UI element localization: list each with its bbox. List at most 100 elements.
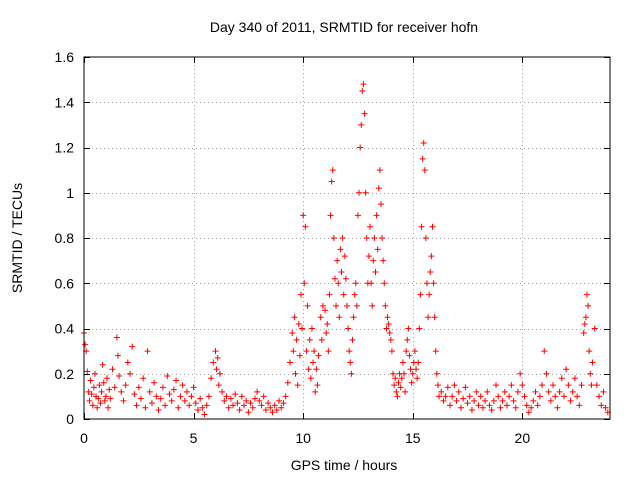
- data-point: [407, 366, 414, 373]
- data-point: [133, 402, 140, 409]
- data-point: [317, 314, 324, 321]
- data-point: [541, 348, 548, 355]
- data-point: [290, 348, 297, 355]
- data-point: [102, 393, 109, 400]
- data-point: [87, 377, 94, 384]
- data-point: [326, 291, 333, 298]
- data-point: [192, 400, 199, 407]
- data-point: [357, 144, 364, 151]
- data-point: [488, 406, 495, 413]
- data-point: [444, 384, 451, 391]
- data-point: [336, 314, 343, 321]
- data-point: [362, 189, 369, 196]
- data-point: [560, 393, 567, 400]
- data-point: [421, 167, 428, 174]
- data-point: [213, 366, 220, 373]
- data-point: [333, 302, 340, 309]
- data-point: [107, 395, 114, 402]
- data-point: [215, 382, 222, 389]
- data-point: [99, 361, 106, 368]
- data-point: [582, 314, 589, 321]
- data-point: [300, 212, 307, 219]
- data-point: [280, 400, 287, 407]
- data-point: [369, 302, 376, 309]
- data-point: [420, 139, 427, 146]
- data-point: [419, 155, 426, 162]
- data-point: [175, 404, 182, 411]
- chart-title: Day 340 of 2011, SRMTID for receiver hof…: [210, 19, 478, 35]
- data-point: [205, 393, 212, 400]
- data-point: [291, 314, 298, 321]
- data-point: [386, 330, 393, 337]
- x-tick-label: 0: [80, 430, 88, 446]
- data-point: [397, 384, 404, 391]
- data-point: [349, 336, 356, 343]
- plot-frame: [83, 56, 611, 420]
- data-point: [440, 397, 447, 404]
- data-point: [122, 382, 129, 389]
- data-point: [503, 402, 510, 409]
- y-axis-label: SRMTID / TECUs: [9, 183, 25, 293]
- data-point: [552, 393, 559, 400]
- data-point: [86, 397, 93, 404]
- y-tick-label: 0: [66, 411, 74, 427]
- data-point: [563, 366, 570, 373]
- data-point: [118, 388, 125, 395]
- data-point: [247, 400, 254, 407]
- data-point: [219, 388, 226, 395]
- data-point: [305, 366, 312, 373]
- data-point: [442, 393, 449, 400]
- data-point: [558, 375, 565, 382]
- data-point: [227, 395, 234, 402]
- data-point: [525, 409, 532, 416]
- data-point: [436, 393, 443, 400]
- data-point: [271, 402, 278, 409]
- data-point: [451, 382, 458, 389]
- data-point: [297, 291, 304, 298]
- data-point: [473, 388, 480, 395]
- data-point: [344, 302, 350, 309]
- data-point: [382, 302, 389, 309]
- data-point: [373, 212, 380, 219]
- data-point: [376, 167, 383, 174]
- data-point: [319, 302, 326, 309]
- data-point: [403, 348, 410, 355]
- x-axis-label: GPS time / hours: [291, 457, 398, 473]
- data-point: [299, 325, 306, 332]
- data-point: [146, 388, 153, 395]
- data-point: [256, 397, 263, 404]
- data-point: [519, 382, 526, 389]
- data-point: [276, 397, 283, 404]
- data-point: [140, 375, 147, 382]
- data-point: [225, 404, 232, 411]
- data-point: [273, 406, 280, 413]
- data-point: [84, 368, 91, 375]
- data-point: [186, 402, 193, 409]
- data-point: [313, 366, 320, 373]
- data-point: [311, 348, 318, 355]
- data-point: [347, 359, 354, 366]
- data-point: [328, 178, 335, 185]
- data-point: [588, 382, 595, 389]
- data-point: [114, 352, 121, 359]
- y-tick-label: 0.6: [55, 275, 75, 291]
- data-point: [278, 404, 285, 411]
- data-point: [329, 167, 336, 174]
- data-point: [415, 359, 422, 366]
- data-point: [581, 320, 588, 327]
- data-point: [341, 253, 348, 260]
- data-point: [230, 402, 237, 409]
- x-tick-label: 10: [295, 430, 311, 446]
- data-point: [416, 325, 423, 332]
- data-point: [358, 121, 365, 128]
- data-point: [251, 395, 258, 402]
- data-point: [153, 393, 160, 400]
- data-point: [221, 397, 228, 404]
- data-point: [495, 393, 502, 400]
- data-point: [223, 393, 230, 400]
- data-point: [82, 341, 89, 348]
- data-point: [295, 320, 302, 327]
- data-point: [380, 257, 387, 264]
- data-point: [267, 404, 274, 411]
